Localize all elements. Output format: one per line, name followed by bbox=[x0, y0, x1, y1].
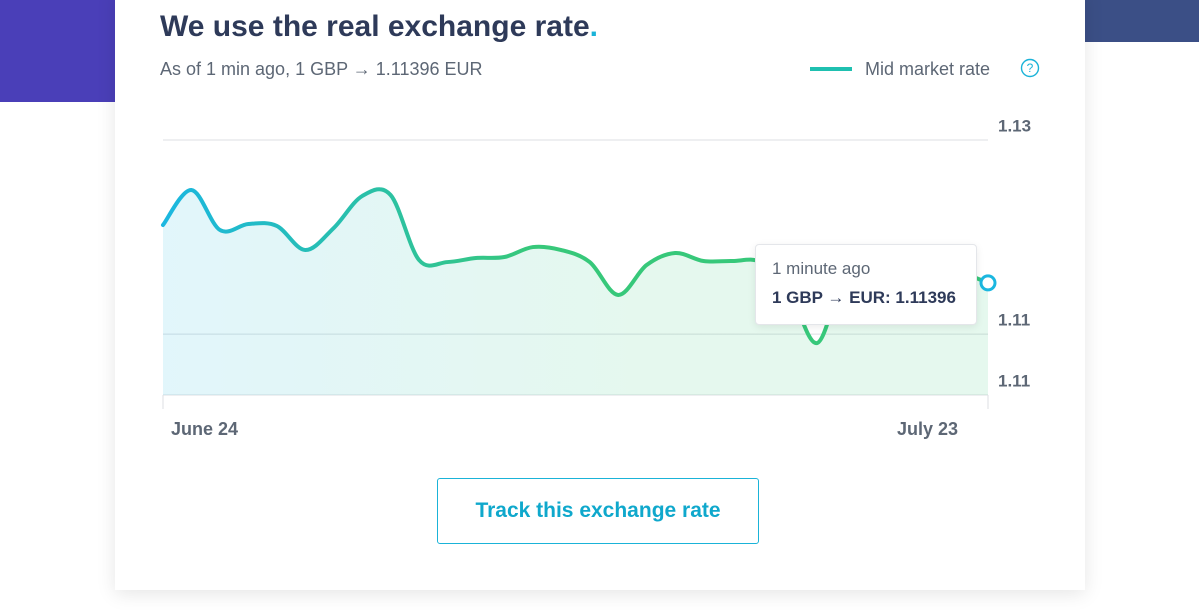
title: We use the real exchange rate. bbox=[160, 10, 598, 43]
legend-label: Mid market rate bbox=[865, 59, 990, 79]
tooltip: 1 minute ago 1 GBP → EUR: 1.11396 bbox=[755, 244, 977, 325]
y-tick-label: 1.11 bbox=[998, 311, 1030, 330]
title-dot: . bbox=[590, 10, 598, 43]
subtitle: As of 1 min ago, 1 GBP → 1.11396 EUR bbox=[160, 59, 483, 79]
help-icon-text[interactable]: ? bbox=[1027, 61, 1034, 75]
tooltip-time: 1 minute ago bbox=[772, 259, 871, 278]
tooltip-rate: 1 GBP → EUR: 1.11396 bbox=[772, 288, 956, 307]
y-tick-label: 1.13 bbox=[998, 116, 1031, 135]
title-text: We use the real exchange rate bbox=[160, 10, 590, 43]
end-point bbox=[979, 274, 997, 292]
x-tick-label: July 23 bbox=[897, 419, 958, 439]
help-icon[interactable] bbox=[1020, 58, 1040, 78]
x-tick-label: June 24 bbox=[171, 419, 238, 439]
area bbox=[163, 189, 988, 395]
track-button[interactable]: Track this exchange rate bbox=[437, 478, 759, 544]
y-tick-label: 1.11 bbox=[998, 371, 1030, 390]
